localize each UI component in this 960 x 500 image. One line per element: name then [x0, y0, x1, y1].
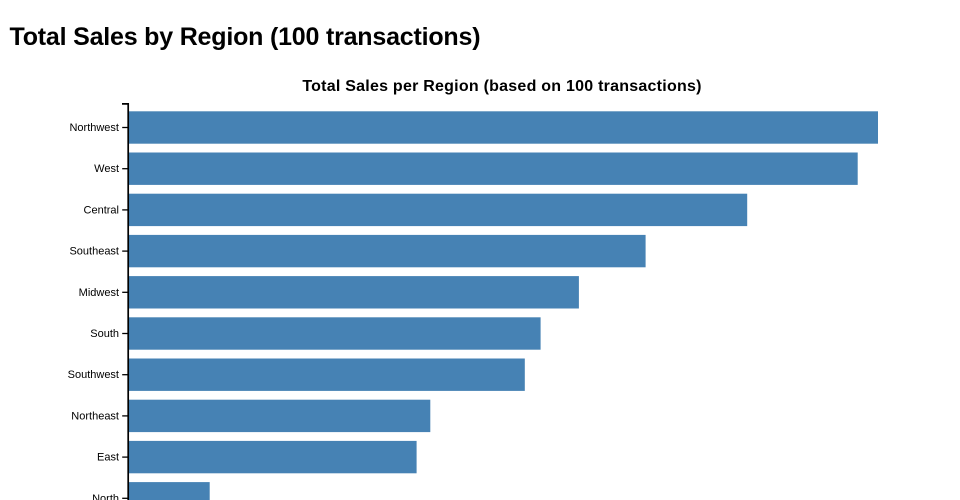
svg-text:West: West	[94, 163, 119, 175]
svg-text:Midwest: Midwest	[79, 287, 119, 299]
svg-text:South: South	[90, 328, 119, 340]
svg-text:Southeast: Southeast	[69, 246, 119, 258]
svg-text:Central: Central	[84, 204, 119, 216]
svg-text:Total Sales per Region (based: Total Sales per Region (based on 100 tra…	[302, 78, 701, 95]
svg-text:North: North	[92, 493, 119, 500]
svg-text:Northeast: Northeast	[71, 410, 119, 422]
svg-text:East: East	[97, 452, 119, 464]
svg-text:Northwest: Northwest	[69, 122, 119, 134]
svg-text:Southwest: Southwest	[68, 369, 119, 381]
